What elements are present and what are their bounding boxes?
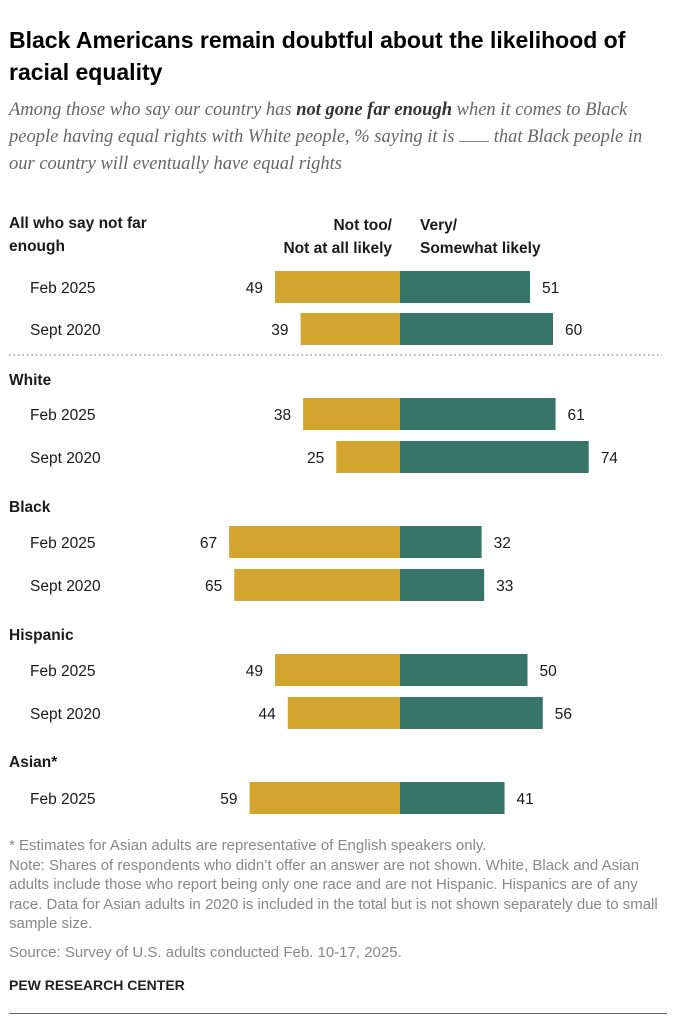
row-label: Sept 2020 (30, 578, 101, 595)
bar-likely (400, 782, 505, 814)
chart-notes: * Estimates for Asian adults are represe… (9, 836, 669, 934)
subtitle-text-middle: when it comes to Black people having equ… (9, 100, 628, 147)
methodology-note: Note: Shares of respondents who didn’t o… (9, 856, 658, 933)
bar-not-likely (300, 313, 400, 345)
pew-research-center-logo-text: PEW RESEARCH CENTER (9, 977, 185, 993)
row-label: Feb 2025 (30, 791, 96, 808)
value-label-not-likely: 25 (307, 450, 324, 467)
group-label-hispanic: Hispanic (9, 627, 74, 644)
bar-not-likely (234, 569, 400, 601)
row-label: Sept 2020 (30, 706, 101, 723)
bar-not-likely (229, 526, 400, 558)
value-label-likely: 32 (494, 535, 511, 552)
value-label-likely: 41 (517, 791, 534, 808)
bottom-divider (9, 1013, 667, 1014)
value-label-not-likely: 44 (259, 706, 277, 723)
value-label-not-likely: 67 (200, 535, 217, 552)
bar-likely (400, 313, 553, 345)
bar-not-likely (275, 271, 400, 303)
bar-likely (400, 697, 543, 729)
value-label-likely: 61 (568, 407, 585, 424)
source-note: Source: Survey of U.S. adults conducted … (9, 944, 402, 961)
chart-subtitle: Among those who say our country has not … (9, 97, 669, 178)
bar-not-likely (275, 654, 400, 686)
bar-likely (400, 271, 531, 303)
subtitle-text-end: that Black people in our country will ev… (9, 127, 643, 174)
group-label-asian: Asian* (9, 754, 58, 771)
legend-not-likely: Not too/Not at all likely (283, 217, 392, 257)
group-label-black: Black (9, 499, 51, 516)
value-label-not-likely: 65 (205, 578, 222, 595)
bar-likely (400, 654, 528, 686)
bar-not-likely (303, 398, 400, 430)
value-label-not-likely: 49 (246, 663, 263, 680)
value-label-not-likely: 49 (246, 280, 263, 297)
group-label-white: White (9, 372, 52, 389)
value-label-likely: 60 (565, 322, 583, 339)
subtitle-text-start: Among those who say our country has (9, 100, 297, 120)
value-label-likely: 56 (555, 706, 572, 723)
value-label-likely: 51 (542, 280, 559, 297)
chart-title: Black Americans remain doubtful about th… (9, 27, 626, 85)
bar-likely (400, 398, 556, 430)
bar-likely (400, 441, 589, 473)
subtitle-emphasis: not gone far enough (296, 100, 452, 120)
value-label-not-likely: 39 (271, 322, 288, 339)
value-label-likely: 50 (540, 663, 558, 680)
row-label: Feb 2025 (30, 663, 96, 680)
bar-likely (400, 526, 482, 558)
group-label-all-who-say-not-far-enough: All who say not far enough (9, 215, 147, 255)
row-label: Sept 2020 (30, 450, 101, 467)
asterisk-note: * Estimates for Asian adults are represe… (9, 837, 487, 854)
row-label: Feb 2025 (30, 535, 96, 552)
value-label-likely: 74 (601, 450, 619, 467)
value-label-not-likely: 59 (220, 791, 237, 808)
bar-not-likely (249, 782, 400, 814)
bar-not-likely (287, 697, 400, 729)
row-label: Sept 2020 (30, 322, 101, 339)
value-label-likely: 33 (496, 578, 513, 595)
row-label: Feb 2025 (30, 280, 96, 297)
row-label: Feb 2025 (30, 407, 96, 424)
fill-in-blank (459, 125, 490, 142)
bar-likely (400, 569, 485, 601)
bar-not-likely (336, 441, 400, 473)
value-label-not-likely: 38 (274, 407, 291, 424)
legend-likely: Very/Somewhat likely (420, 217, 541, 257)
